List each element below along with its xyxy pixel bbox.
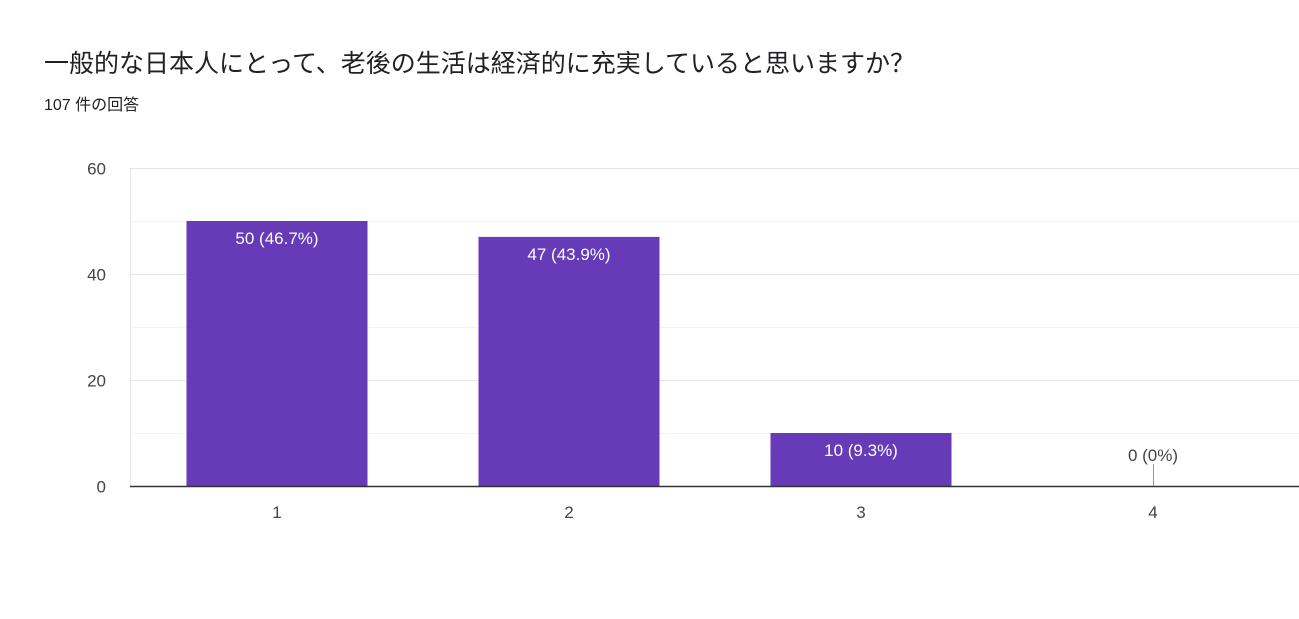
x-tick-label: 2: [564, 503, 573, 522]
y-tick-label: 40: [87, 266, 106, 285]
axes: [130, 168, 1299, 488]
bar-data-label: 50 (46.7%): [235, 229, 318, 248]
bar-data-label: 0 (0%): [1128, 446, 1178, 465]
y-tick-label: 60: [87, 160, 106, 179]
y-tick-label: 0: [97, 478, 106, 497]
chart-title: 一般的な日本人にとって、老後の生活は経済的に充実していると思いますか？: [44, 50, 916, 78]
labels: 0 20 40 60 50 (46.7%) 1 47 (43.9%) 2 10 (9.3%) 3 0…: [87, 160, 1178, 523]
x-tick-label: 4: [1148, 503, 1157, 522]
x-tick-label: 3: [856, 503, 865, 522]
bar: [478, 236, 660, 486]
bars: [186, 221, 1154, 486]
y-tick-label: 20: [87, 372, 106, 391]
bar: [186, 221, 368, 486]
bar: [770, 433, 952, 486]
bar-data-label: 10 (9.3%): [824, 441, 898, 460]
response-count: 107 件の回答: [44, 97, 140, 114]
x-tick-label: 1: [272, 503, 281, 522]
bar-data-label: 47 (43.9%): [527, 245, 610, 264]
